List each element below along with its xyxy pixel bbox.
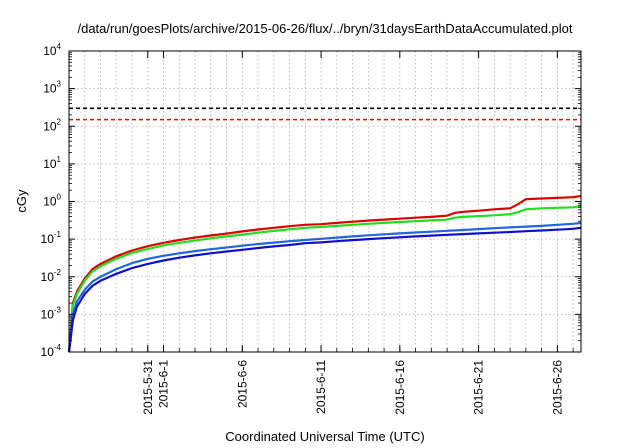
x-tick-label: 2015-6-16: [393, 360, 407, 415]
y-tick-label: 101: [43, 155, 61, 171]
y-tick-label: 10-2: [41, 268, 62, 284]
series-line: [67, 221, 582, 353]
x-tick-label: 2015-6-1: [157, 360, 171, 408]
x-tick-label: 2015-6-6: [235, 360, 249, 408]
chart-title: /data/run/goesPlots/archive/2015-06-26/f…: [77, 21, 572, 36]
series-line: [67, 226, 582, 353]
x-tick-label: 2015-6-11: [314, 360, 328, 414]
grid-lines: [69, 51, 581, 352]
y-tick-label: 103: [43, 80, 61, 96]
x-axis-ticks: 2015-5-31 2015-6-1 2015-6-6 2015-6-11 2015-6…: [84, 51, 574, 415]
y-axis-ticks: 10-4 10-3 10-2 10-1 100 101 102 103 104: [41, 42, 581, 359]
reference-lines: [69, 107, 581, 121]
x-tick-label: 2015-5-31: [141, 360, 155, 415]
x-axis-label: Coordinated Universal Time (UTC): [225, 429, 424, 444]
series-line: [67, 194, 582, 353]
y-tick-label: 10-4: [41, 343, 62, 359]
y-tick-label: 10-3: [41, 305, 62, 321]
y-tick-label: 102: [43, 117, 61, 133]
y-tick-label: 104: [43, 42, 61, 58]
y-tick-label: 10-1: [41, 230, 62, 246]
x-tick-label: 2015-6-21: [472, 360, 486, 415]
y-tick-label: 100: [43, 193, 61, 209]
x-tick-label: 2015-6-26: [550, 360, 564, 415]
series-group: [67, 194, 582, 353]
series-line: [67, 205, 582, 353]
y-axis-label: cGy: [14, 189, 29, 213]
